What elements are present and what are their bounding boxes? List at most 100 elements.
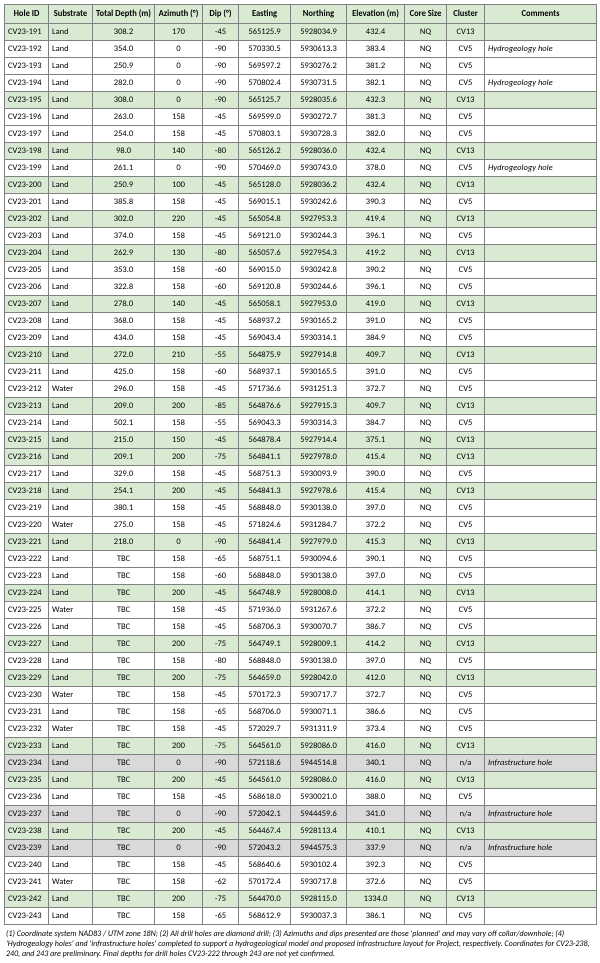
cell-depth: 209.1 xyxy=(93,449,155,466)
cell-elev: 384.7 xyxy=(347,415,405,432)
cell-az: 200 xyxy=(155,670,203,687)
cell-elev: 419.2 xyxy=(347,245,405,262)
cell-sub: Land xyxy=(49,840,93,857)
cell-elev: 390.3 xyxy=(347,194,405,211)
cell-clust: CV5 xyxy=(447,228,485,245)
cell-east: 571824.6 xyxy=(239,517,291,534)
cell-depth: TBC xyxy=(93,636,155,653)
cell-hole: CV23-227 xyxy=(5,636,49,653)
cell-elev: 382.0 xyxy=(347,126,405,143)
table-row: CV23-227LandTBC200-75564749.15928009.141… xyxy=(5,636,597,653)
cell-elev: 409.7 xyxy=(347,347,405,364)
cell-core: NQ xyxy=(405,347,447,364)
cell-elev: 373.4 xyxy=(347,721,405,738)
cell-depth: TBC xyxy=(93,806,155,823)
col-header: Easting xyxy=(239,5,291,24)
cell-sub: Land xyxy=(49,670,93,687)
cell-depth: 308.2 xyxy=(93,24,155,41)
cell-comm xyxy=(485,330,597,347)
cell-sub: Land xyxy=(49,24,93,41)
cell-east: 570172.4 xyxy=(239,874,291,891)
cell-clust: CV5 xyxy=(447,262,485,279)
cell-dip: -45 xyxy=(203,330,239,347)
cell-depth: 250.9 xyxy=(93,58,155,75)
cell-clust: CV13 xyxy=(447,772,485,789)
cell-comm xyxy=(485,602,597,619)
cell-sub: Land xyxy=(49,41,93,58)
cell-east: 570172.3 xyxy=(239,687,291,704)
cell-depth: 353.0 xyxy=(93,262,155,279)
table-row: CV23-203Land374.0158-45569121.05930244.3… xyxy=(5,228,597,245)
cell-elev: 397.0 xyxy=(347,568,405,585)
cell-hole: CV23-222 xyxy=(5,551,49,568)
cell-hole: CV23-220 xyxy=(5,517,49,534)
cell-north: 5930276.2 xyxy=(291,58,347,75)
cell-hole: CV23-239 xyxy=(5,840,49,857)
cell-comm xyxy=(485,908,597,925)
cell-hole: CV23-238 xyxy=(5,823,49,840)
cell-depth: 262.9 xyxy=(93,245,155,262)
cell-hole: CV23-228 xyxy=(5,653,49,670)
cell-clust: CV5 xyxy=(447,109,485,126)
cell-core: NQ xyxy=(405,823,447,840)
cell-elev: 340.1 xyxy=(347,755,405,772)
table-row: CV23-196Land263.0158-45569599.05930272.7… xyxy=(5,109,597,126)
cell-dip: -55 xyxy=(203,347,239,364)
cell-east: 564841.3 xyxy=(239,483,291,500)
cell-dip: -45 xyxy=(203,381,239,398)
cell-clust: CV5 xyxy=(447,41,485,58)
cell-az: 140 xyxy=(155,143,203,160)
cell-core: NQ xyxy=(405,517,447,534)
cell-elev: 391.0 xyxy=(347,313,405,330)
cell-elev: 372.6 xyxy=(347,874,405,891)
cell-north: 5930094.6 xyxy=(291,551,347,568)
cell-elev: 415.3 xyxy=(347,534,405,551)
cell-clust: CV13 xyxy=(447,398,485,415)
cell-elev: 372.7 xyxy=(347,687,405,704)
cell-sub: Land xyxy=(49,857,93,874)
cell-east: 569121.0 xyxy=(239,228,291,245)
cell-clust: CV5 xyxy=(447,415,485,432)
table-row: CV23-208Land368.0158-45568937.25930165.2… xyxy=(5,313,597,330)
cell-east: 565128.0 xyxy=(239,177,291,194)
cell-north: 5930731.5 xyxy=(291,75,347,92)
cell-core: NQ xyxy=(405,313,447,330)
cell-north: 5928036.0 xyxy=(291,143,347,160)
cell-clust: CV13 xyxy=(447,670,485,687)
cell-elev: 337.9 xyxy=(347,840,405,857)
cell-clust: CV13 xyxy=(447,24,485,41)
cell-sub: Land xyxy=(49,313,93,330)
cell-clust: CV5 xyxy=(447,602,485,619)
cell-clust: CV5 xyxy=(447,687,485,704)
cell-comm xyxy=(485,432,597,449)
cell-comm xyxy=(485,517,597,534)
cell-comm xyxy=(485,585,597,602)
cell-dip: -90 xyxy=(203,534,239,551)
cell-north: 5928034.9 xyxy=(291,24,347,41)
cell-core: NQ xyxy=(405,245,447,262)
cell-dip: -45 xyxy=(203,432,239,449)
cell-elev: 381.3 xyxy=(347,109,405,126)
cell-dip: -45 xyxy=(203,228,239,245)
cell-north: 5928036.2 xyxy=(291,177,347,194)
cell-dip: -75 xyxy=(203,670,239,687)
cell-hole: CV23-237 xyxy=(5,806,49,823)
cell-east: 568848.0 xyxy=(239,568,291,585)
cell-north: 5930037.3 xyxy=(291,908,347,925)
cell-core: NQ xyxy=(405,857,447,874)
cell-sub: Land xyxy=(49,330,93,347)
cell-sub: Land xyxy=(49,483,93,500)
cell-sub: Land xyxy=(49,568,93,585)
cell-east: 570330.5 xyxy=(239,41,291,58)
cell-north: 5931267.6 xyxy=(291,602,347,619)
cell-comm xyxy=(485,398,597,415)
cell-depth: 329.0 xyxy=(93,466,155,483)
cell-depth: TBC xyxy=(93,551,155,568)
cell-dip: -80 xyxy=(203,653,239,670)
cell-dip: -45 xyxy=(203,483,239,500)
cell-sub: Land xyxy=(49,772,93,789)
cell-comm xyxy=(485,194,597,211)
cell-depth: 374.0 xyxy=(93,228,155,245)
cell-core: NQ xyxy=(405,177,447,194)
cell-north: 5931311.9 xyxy=(291,721,347,738)
